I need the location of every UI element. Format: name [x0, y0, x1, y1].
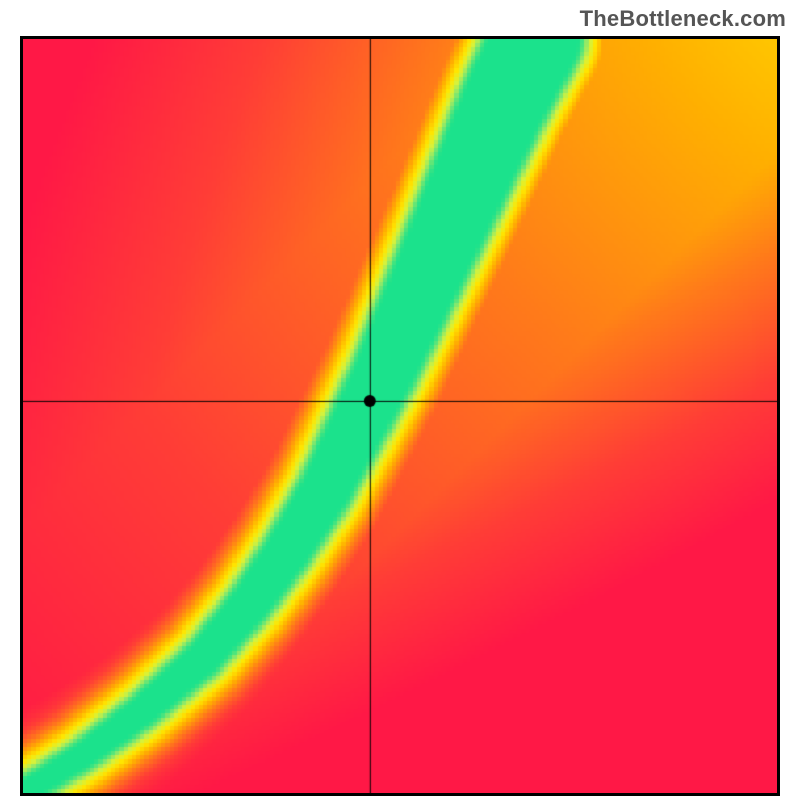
chart-container: TheBottleneck.com	[0, 0, 800, 800]
overlay-canvas	[23, 39, 777, 793]
plot-frame	[20, 36, 780, 796]
watermark-text: TheBottleneck.com	[580, 6, 786, 32]
